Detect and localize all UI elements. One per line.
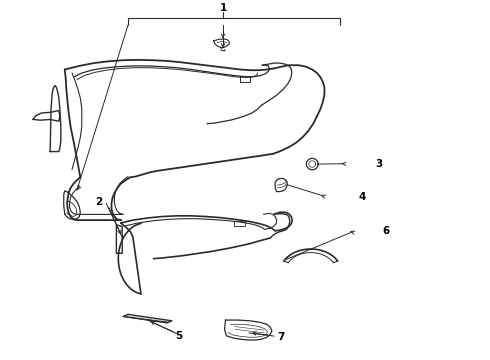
Text: 3: 3 (375, 159, 383, 169)
Text: 6: 6 (383, 226, 390, 236)
Text: 5: 5 (175, 332, 183, 342)
Text: 4: 4 (358, 192, 366, 202)
Text: 7: 7 (277, 332, 284, 342)
Text: 1: 1 (220, 3, 227, 13)
Polygon shape (123, 314, 172, 323)
Text: 2: 2 (95, 197, 102, 207)
